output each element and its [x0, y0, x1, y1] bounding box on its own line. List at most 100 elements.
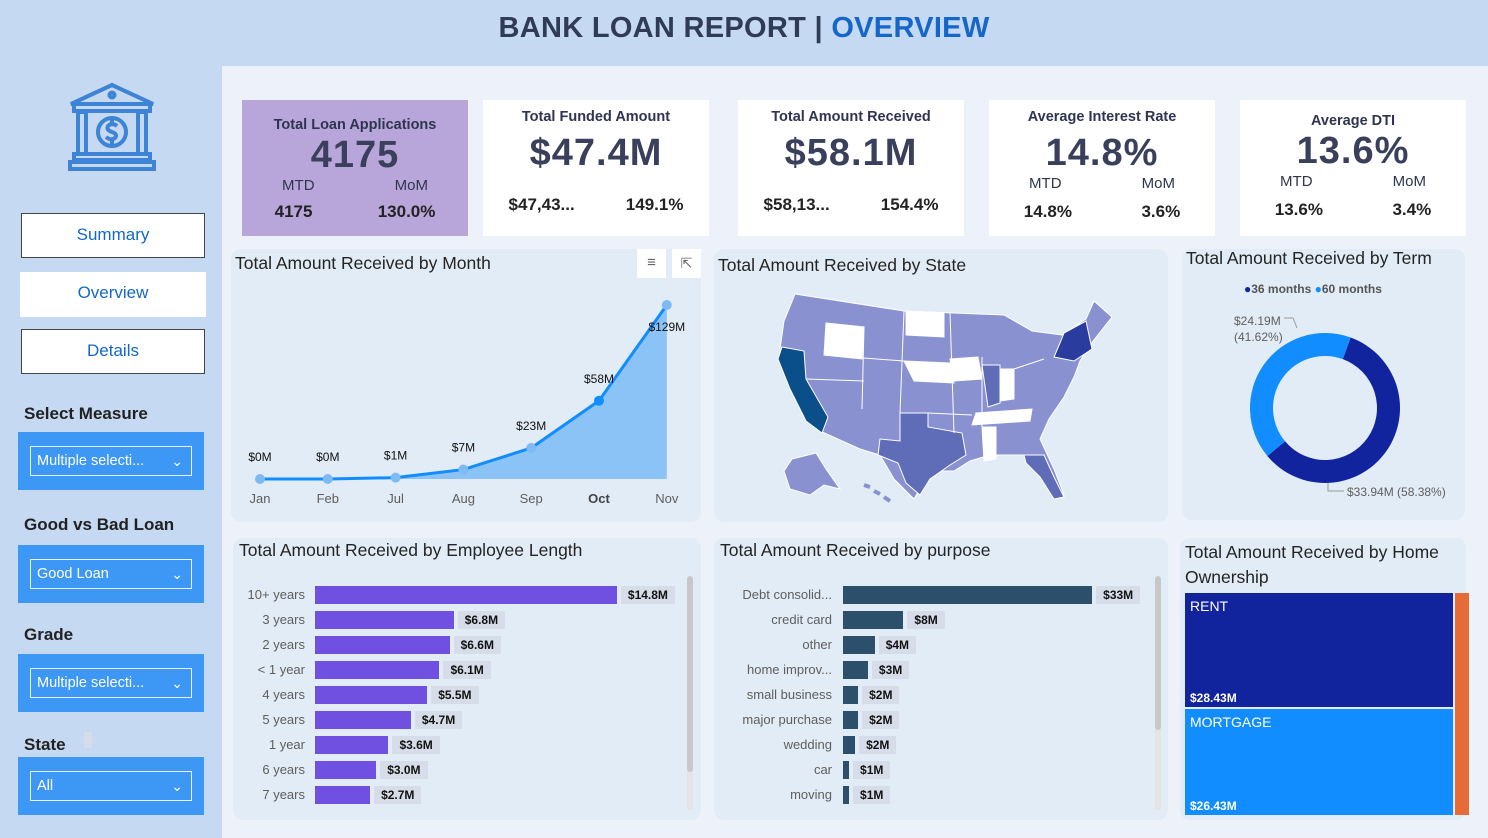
bar[interactable] [843, 636, 875, 654]
kpi-value: $58.1M [784, 132, 918, 174]
mom-value: 149.1% [625, 195, 684, 214]
data-point[interactable] [322, 474, 333, 484]
area-fill [260, 305, 667, 479]
bar[interactable] [315, 736, 389, 754]
scrollbar-thumb[interactable] [1155, 576, 1161, 730]
term-donut-chart [1250, 317, 1400, 492]
filter-icon[interactable]: ≡ [637, 249, 666, 278]
nav-overview-button[interactable]: Overview [20, 272, 206, 317]
bar-category-label: < 1 year [257, 662, 305, 677]
clear-filter-icon[interactable] [84, 732, 92, 748]
bar-category-label: wedding [783, 737, 832, 752]
mom-value: 3.4% [1392, 200, 1432, 219]
treemap-mortgage[interactable]: MORTGAGE $26.43M [1185, 709, 1453, 815]
bar[interactable] [315, 636, 450, 654]
data-label: $23M [516, 419, 546, 433]
bar[interactable] [843, 686, 859, 704]
kpi-labels: MTD MoM [242, 177, 468, 194]
measure-dropdown[interactable]: Multiple selecti... ⌄ [30, 446, 192, 476]
kpi-value: 14.8% [1045, 132, 1159, 174]
treemap-rent[interactable]: RENT $28.43M [1185, 593, 1453, 707]
alaska-shape [783, 452, 842, 496]
kpi-values: $58,13... 154.4% [738, 195, 964, 215]
chart-title: Total Amount Received by Employee Length [239, 540, 583, 560]
kpi-average-dti: Average DTI 13.6% MTD MoM 13.6% 3.4% [1240, 100, 1466, 236]
data-label: $1M [384, 449, 407, 463]
chevron-down-icon: ⌄ [171, 675, 183, 691]
data-point[interactable] [390, 472, 401, 483]
bar[interactable] [843, 736, 856, 754]
state-california [777, 346, 829, 434]
x-tick-label: Aug [452, 491, 475, 506]
bar[interactable] [843, 661, 868, 679]
report-title: BANK LOAN REPORT | [498, 12, 832, 44]
bar[interactable] [843, 761, 850, 779]
data-point[interactable] [255, 474, 265, 484]
chevron-down-icon: ⌄ [171, 778, 183, 794]
treemap-label: MORTGAGE [1190, 714, 1272, 730]
state-new-york [1053, 320, 1093, 362]
bank-dollar-icon [68, 82, 156, 171]
bar[interactable] [843, 586, 1093, 604]
bar[interactable] [315, 686, 428, 704]
kpi-average-interest-rate: Average Interest Rate 14.8% MTD MoM 14.8%… [989, 100, 1215, 236]
legend-36-months[interactable]: 36 months [1251, 282, 1312, 296]
bar-category-label: 1 year [268, 737, 305, 752]
scrollbar-thumb[interactable] [687, 576, 693, 772]
bar[interactable] [843, 711, 859, 729]
state-indiana [999, 368, 1015, 402]
state-borders [805, 310, 1045, 434]
state-dropdown[interactable]: All ⌄ [30, 771, 192, 801]
mtd-value: 13.6% [1274, 200, 1323, 219]
label-60-value: $24.19M [1234, 314, 1281, 328]
bar[interactable] [315, 611, 454, 629]
state-tennessee [971, 408, 1033, 426]
bar-value-label: $1M [853, 761, 891, 779]
measure-value: Multiple selecti... [37, 453, 145, 469]
donut-slice[interactable] [1267, 337, 1400, 483]
bar-category-label: 10+ years [247, 587, 305, 602]
label-60-pct: (41.62%) [1234, 330, 1283, 344]
bar[interactable] [315, 661, 440, 679]
nav-summary-button[interactable]: Summary [21, 213, 205, 258]
kpi-value: 13.6% [1296, 130, 1410, 172]
state-value: All [37, 778, 54, 794]
loan-quality-value: Good Loan [37, 566, 109, 582]
treemap-other[interactable] [1455, 593, 1469, 815]
bar[interactable] [315, 586, 617, 604]
bar-value-label: $2M [862, 686, 900, 704]
legend-60-months[interactable]: 60 months [1321, 282, 1382, 296]
nav-details-button[interactable]: Details [21, 329, 205, 374]
mom-label: MoM [1141, 175, 1175, 192]
bar[interactable] [843, 611, 904, 629]
kpi-total-funded-amount: Total Funded Amount $47.4M $47,43... 149.… [483, 100, 709, 236]
grade-dropdown[interactable]: Multiple selecti... ⌄ [30, 668, 192, 698]
bar[interactable] [315, 786, 371, 804]
focus-mode-icon[interactable]: ⇱ [672, 249, 701, 278]
bar-category-label: major purchase [742, 712, 832, 727]
bar[interactable] [315, 711, 411, 729]
bar-value-label: $6.6M [453, 636, 501, 654]
donut-slice[interactable] [1250, 333, 1351, 457]
loan-quality-dropdown[interactable]: Good Loan ⌄ [30, 559, 192, 589]
term-donut-panel: Total Amount Received by Term ●36 months… [1182, 248, 1465, 520]
kpi-title: Average DTI [1310, 113, 1396, 129]
data-point[interactable] [594, 395, 604, 406]
data-point[interactable] [526, 442, 537, 453]
bar[interactable] [843, 786, 850, 804]
bar-value-label: $4.7M [414, 711, 463, 729]
bar-value-label: $2.7M [374, 786, 422, 804]
bar[interactable] [315, 761, 377, 779]
state-iowa [949, 356, 983, 382]
measure-slicer: Multiple selecti... ⌄ [18, 432, 204, 490]
bar-value-label: $6.8M [457, 611, 506, 629]
x-tick-label: Sep [520, 491, 543, 506]
chevron-down-icon: ⌄ [171, 566, 183, 582]
x-tick-label: Nov [655, 491, 679, 506]
grade-value: Multiple selecti... [37, 675, 145, 691]
data-point[interactable] [458, 464, 469, 475]
bar-value-label: $14.8M [620, 586, 675, 604]
data-point[interactable] [661, 300, 672, 310]
bar-category-label: 4 years [262, 687, 305, 702]
us-state-map[interactable] [714, 249, 1168, 522]
